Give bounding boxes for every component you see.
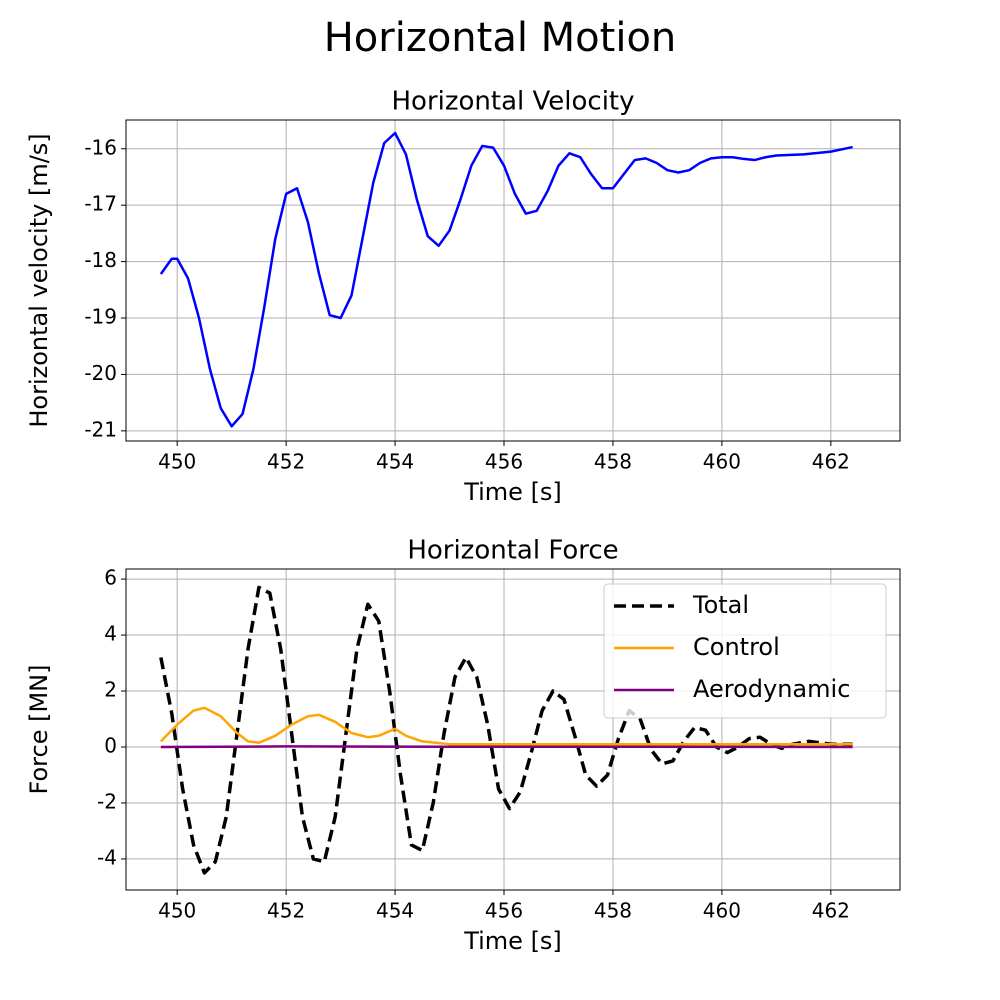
y-tick-label: -18 [84, 248, 117, 272]
x-tick-label: 454 [376, 450, 414, 474]
chart-title: Horizontal Force [407, 536, 618, 566]
x-tick-label: 452 [267, 899, 305, 923]
figure-title: Horizontal Motion [324, 15, 677, 61]
y-tick-label: -21 [84, 417, 117, 441]
data-line [159, 131, 853, 428]
x-axis-label: Time [s] [463, 927, 562, 955]
y-tick-label: -20 [84, 361, 117, 385]
y-tick-label: -19 [84, 305, 117, 329]
y-tick-label: -16 [84, 135, 117, 159]
y-tick-label: -17 [84, 192, 117, 216]
y-tick-label: 6 [104, 566, 117, 590]
x-tick-label: 458 [594, 899, 632, 923]
y-tick-label: -2 [97, 789, 117, 813]
x-tick-label: 450 [158, 899, 196, 923]
data-line [159, 706, 853, 746]
legend-label: Aerodynamic [693, 675, 850, 703]
x-tick-label: 456 [485, 450, 523, 474]
x-tick-label: 456 [485, 899, 523, 923]
y-tick-label: -4 [97, 845, 117, 869]
y-tick-label: 4 [104, 622, 117, 646]
x-tick-label: 458 [594, 450, 632, 474]
y-axis-label: Horizontal velocity [m/s] [25, 133, 53, 427]
legend-box [603, 583, 887, 719]
y-axis-label: Force [MN] [25, 665, 53, 795]
x-tick-label: 452 [267, 450, 305, 474]
x-tick-label: 450 [158, 450, 196, 474]
x-tick-label: 462 [812, 899, 850, 923]
chart-title: Horizontal Velocity [391, 87, 634, 117]
y-tick-label: 0 [104, 733, 117, 757]
x-tick-label: 460 [703, 899, 741, 923]
x-tick-label: 462 [812, 450, 850, 474]
legend-label: Total [692, 591, 749, 619]
axes-frame [125, 568, 901, 891]
legend-label: Control [693, 633, 780, 661]
axes-frame [125, 119, 901, 442]
x-tick-label: 454 [376, 899, 414, 923]
y-tick-label: 2 [104, 678, 117, 702]
x-axis-label: Time [s] [463, 478, 562, 506]
data-line [160, 745, 853, 749]
x-tick-label: 460 [703, 450, 741, 474]
